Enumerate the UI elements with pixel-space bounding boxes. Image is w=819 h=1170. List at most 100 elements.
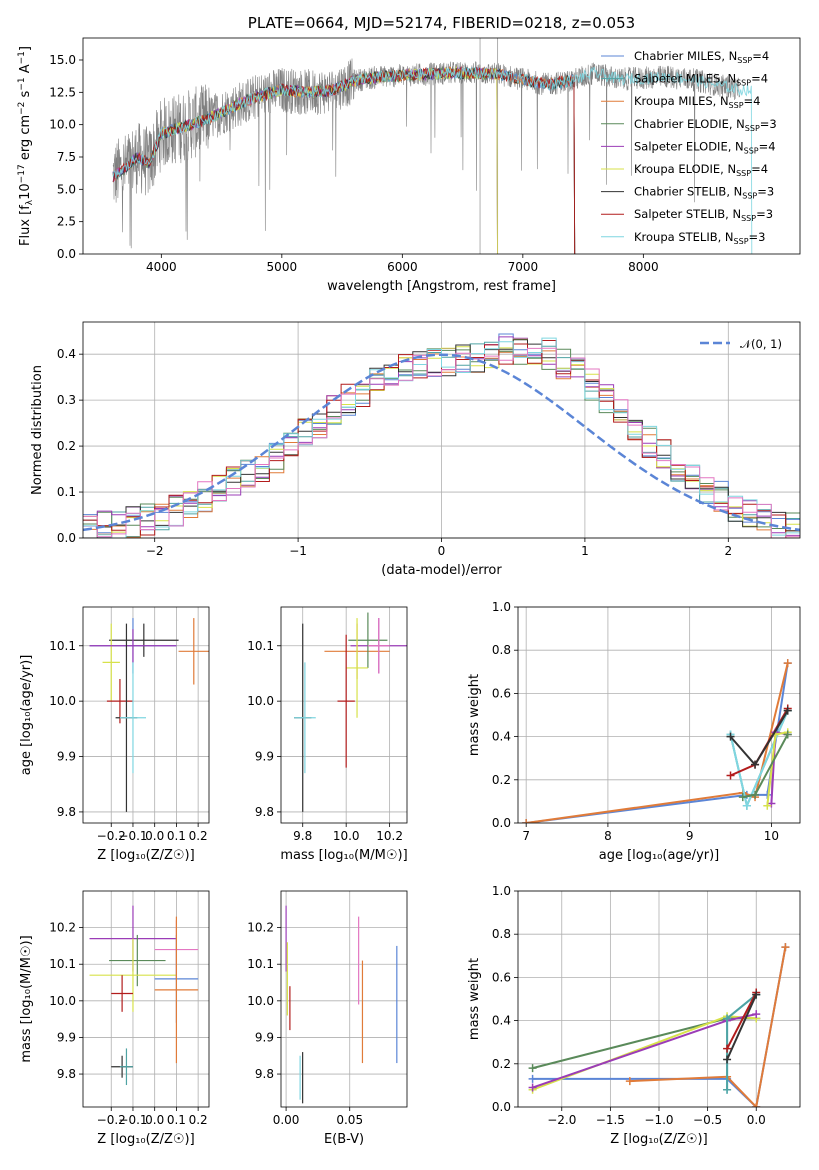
y-tick-label: 9.9 <box>255 1030 274 1044</box>
y-label-part: Flux [f <box>18 205 33 246</box>
legend-tail: =3 <box>756 207 773 221</box>
plus-marker <box>528 1064 537 1073</box>
axes-frame <box>280 606 408 824</box>
gaussian-curve <box>83 353 800 532</box>
y-label-part: ] <box>18 46 33 51</box>
y-tick-label: 0.4 <box>57 347 76 361</box>
x-tick-label: 0.0 <box>747 1113 766 1127</box>
histogram-series <box>83 337 800 538</box>
legend-label: Salpeter STELIB, NSSP=3 <box>634 207 773 223</box>
y-tick-label: 0.1 <box>57 485 76 499</box>
legend-label: Chabrier ELODIE, NSSP=3 <box>634 117 777 133</box>
y-tick-label: 10.2 <box>49 921 76 935</box>
plus-marker <box>528 1074 537 1083</box>
x-tick-label: 8000 <box>628 260 659 274</box>
x-tick-label: 0.1 <box>167 1113 186 1127</box>
y-tick-label: 0.0 <box>492 1100 511 1114</box>
legend-text: Salpeter ELODIE, N <box>634 139 744 153</box>
error-bar-point <box>154 916 199 1064</box>
x-tick-label: 0.0 <box>145 829 164 843</box>
x-tick-label: 10.2 <box>376 829 403 843</box>
axes-spectrum: 4000 5000 6000 7000 8000 0.0 2.5 5.0 7.5 10.0 12.5… <box>17 14 801 294</box>
legend-label: Kroupa MILES, NSSP=4 <box>634 94 760 110</box>
x-tick-label: 2 <box>724 544 732 558</box>
error-bar-point <box>348 612 388 668</box>
y-tick-label: 1.0 <box>492 884 511 898</box>
x-axis-label: Z [log₁₀(Z/Z☉)] <box>610 1132 707 1147</box>
axes-age_vs_mass: 9.8 10.0 10.2 9.8 9.9 10.0 10.1 mass [log₁₀(M/M… <box>247 606 408 863</box>
plus-marker <box>783 730 792 739</box>
error-bar-point <box>294 662 316 774</box>
y-label-part: A <box>18 64 33 77</box>
model-spectrum-line <box>112 66 753 254</box>
y-tick-label: 10.1 <box>247 639 274 653</box>
y-axis-label: mass weight <box>467 958 482 1040</box>
y-label-part: −2 <box>17 102 27 115</box>
error-bar-point <box>89 938 177 1012</box>
y-tick-label: 9.8 <box>57 1067 76 1081</box>
plus-marker <box>723 1055 732 1064</box>
axes-massweight_vs_Z: −2.0 −1.5 −1.0 −0.5 0.0 0.0 0.2 0.4 0.6 0.8 1.0 Z [… <box>467 884 801 1147</box>
x-axis-label: E(B-V) <box>324 1132 364 1147</box>
y-tick-label: 0.0 <box>492 816 511 830</box>
legend-label: Salpeter ELODIE, NSSP=4 <box>634 139 776 155</box>
y-tick-label: 0.8 <box>492 927 511 941</box>
x-tick-label: 0.0 <box>145 1113 164 1127</box>
y-tick-label: 10.0 <box>49 694 76 708</box>
plot-area <box>522 659 792 823</box>
y-label-part: −1 <box>17 51 27 64</box>
plot-area <box>294 612 407 812</box>
legend-label: 𝒩(0, 1) <box>740 337 782 351</box>
x-tick-label: 7 <box>522 829 530 843</box>
y-tick-label: 10.1 <box>49 639 76 653</box>
legend-sub: SSP <box>742 192 757 201</box>
y-tick-label: 7.5 <box>57 150 76 164</box>
y-tick-label: 9.9 <box>57 750 76 764</box>
axes-frame <box>82 37 801 255</box>
y-tick-label: 2.5 <box>57 215 76 229</box>
error-bar-point <box>111 975 133 1012</box>
y-tick-label: 9.9 <box>255 750 274 764</box>
error-bar-point <box>102 623 120 702</box>
legend-sub: SSP <box>729 101 744 110</box>
x-tick-label: −0.1 <box>118 1113 147 1127</box>
x-tick-label: 9 <box>686 829 694 843</box>
mass-weight-line <box>726 994 758 1060</box>
y-label-part: s <box>18 90 33 101</box>
x-tick-label: 6000 <box>387 260 418 274</box>
legend-tail: =3 <box>760 117 777 131</box>
x-tick-label: −0.5 <box>693 1113 722 1127</box>
y-tick-label: 10.2 <box>247 921 274 935</box>
legend-sub: SSP <box>741 214 756 223</box>
y-tick-label: 0.0 <box>57 531 76 545</box>
plus-marker <box>738 793 747 802</box>
legend-tail: =4 <box>752 49 769 63</box>
x-tick-label: −1.0 <box>644 1113 673 1127</box>
mass-weight-line <box>742 733 789 799</box>
y-tick-label: 10.0 <box>49 994 76 1008</box>
legend-label: Chabrier MILES, NSSP=4 <box>634 49 769 65</box>
x-axis-label: wavelength [Angstrom, rest frame] <box>327 279 556 294</box>
x-tick-label: 0.2 <box>189 829 208 843</box>
y-tick-label: 0.4 <box>492 1014 511 1028</box>
x-tick-label: −1.5 <box>596 1113 625 1127</box>
axes-frame <box>82 890 210 1108</box>
legend-text: Kroupa MILES, N <box>634 94 729 108</box>
x-axis-label: (data-model)/error <box>381 563 502 578</box>
y-tick-label: 9.8 <box>255 805 274 819</box>
x-tick-label: 5000 <box>267 260 298 274</box>
y-tick-label: 10.0 <box>49 118 76 132</box>
plus-marker <box>726 732 735 741</box>
y-tick-label: 0.2 <box>492 773 511 787</box>
y-axis-label: Flux [fλ10−17 erg cm−2 s−1 A−1] <box>17 46 35 246</box>
y-label-part: 10 <box>18 183 33 200</box>
plus-marker <box>723 1014 732 1023</box>
legend-text: Salpeter STELIB, N <box>634 207 741 221</box>
error-bar-point <box>109 623 179 657</box>
y-tick-label: 15.0 <box>49 53 76 67</box>
plus-marker <box>752 990 761 999</box>
x-tick-label: 0 <box>438 544 446 558</box>
x-tick-label: 8 <box>604 829 612 843</box>
legend-text: Chabrier ELODIE, N <box>634 117 745 131</box>
legend-text: Kroupa ELODIE, N <box>634 162 736 176</box>
